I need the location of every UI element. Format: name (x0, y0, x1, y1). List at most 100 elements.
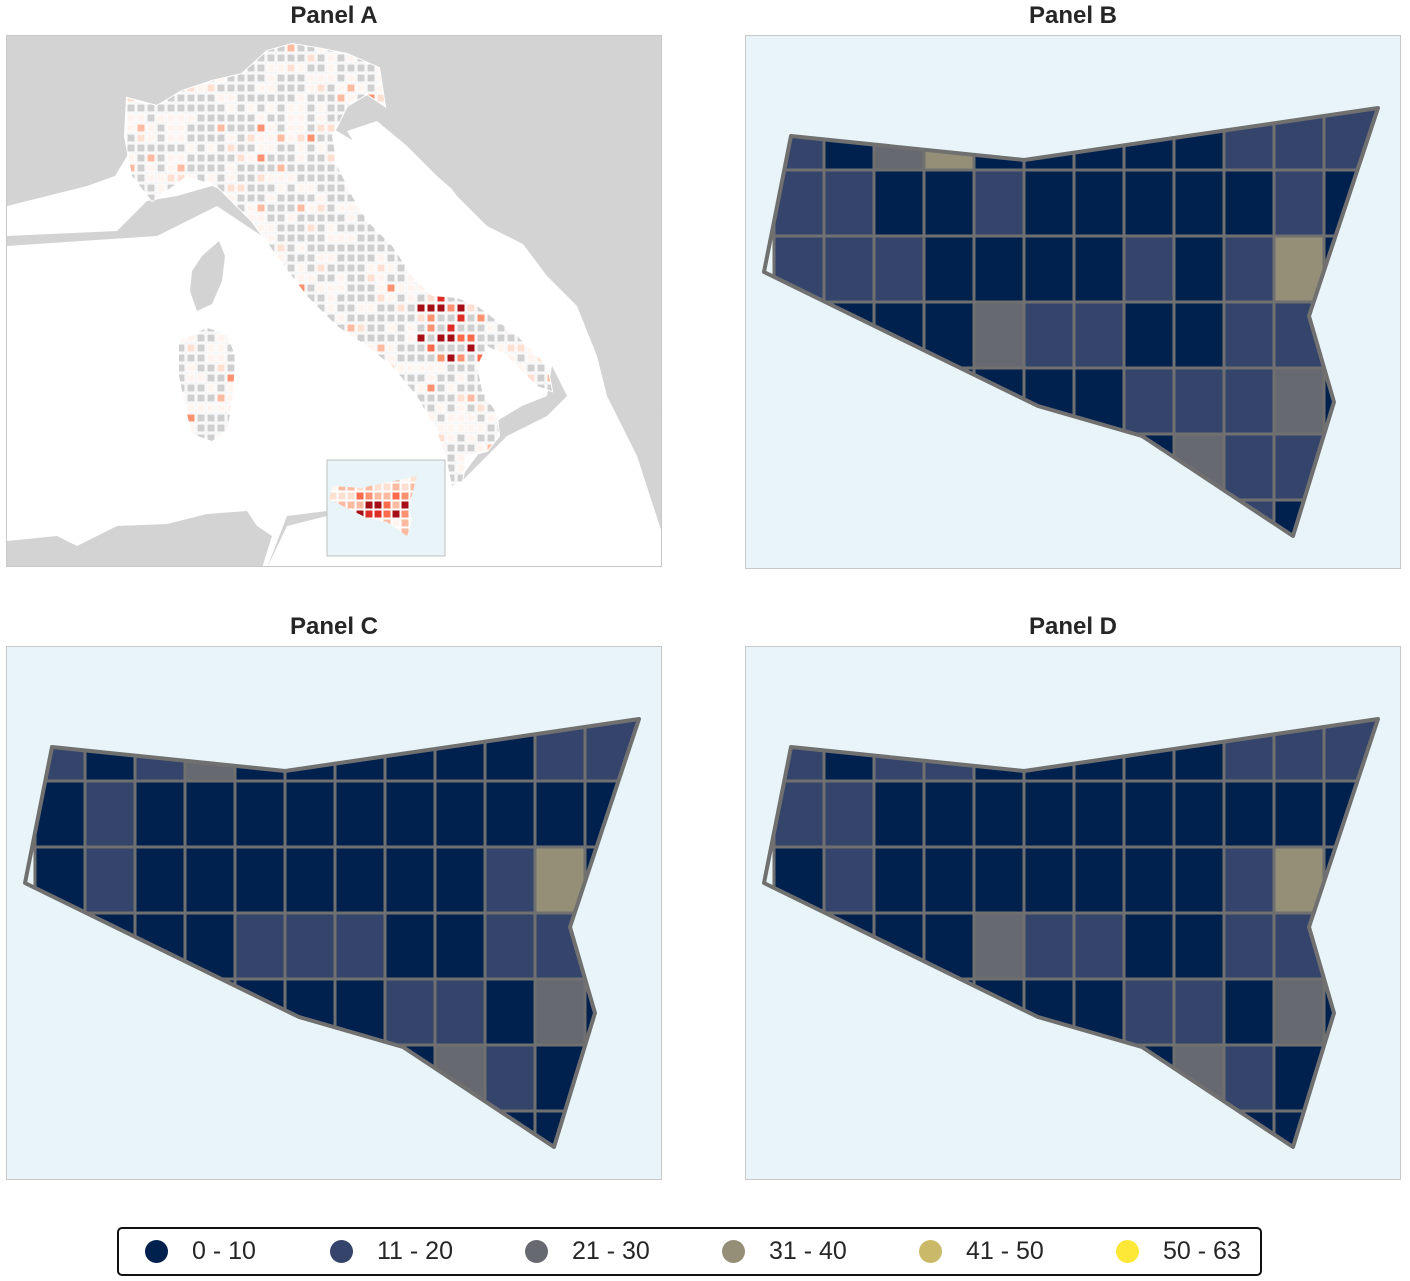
grid-cell (296, 93, 306, 103)
grid-cell (373, 500, 383, 510)
grid-cell (125, 143, 126, 153)
grid-cell (196, 44, 206, 53)
grid-cell (136, 103, 146, 113)
grid-cell (316, 143, 326, 153)
grid-cell (226, 173, 236, 183)
grid-cell (216, 63, 226, 73)
grid-cell (376, 273, 386, 283)
grid-cell (176, 143, 186, 153)
grid-cell (256, 193, 266, 203)
grid-cell (266, 203, 276, 213)
grid-cell (466, 303, 476, 313)
grid-cell (306, 273, 316, 283)
grid-cell (476, 413, 486, 423)
grid-cell (316, 203, 326, 213)
grid-cell (146, 133, 156, 143)
grid-cell (536, 363, 546, 373)
grid-cell (456, 413, 466, 423)
grid-cell (296, 273, 306, 283)
grid-cell (226, 163, 236, 173)
grid-cell (772, 845, 826, 915)
grid-cell (1172, 1043, 1226, 1113)
grid-cell (296, 183, 306, 193)
grid-cell (1322, 1043, 1378, 1113)
grid-cell (1322, 498, 1378, 536)
grid-cell (483, 845, 537, 915)
grid-cell (466, 443, 476, 453)
grid-cell (125, 153, 126, 163)
grid-cell (146, 223, 156, 233)
grid-cell (433, 719, 487, 783)
sicily-outline (762, 717, 1380, 1149)
grid-cell (216, 193, 226, 203)
grid-cell (391, 509, 401, 519)
grid-cell (1272, 168, 1326, 238)
grid-cell (1222, 498, 1276, 536)
grid-cell (772, 366, 826, 436)
grid-cell (355, 491, 365, 501)
grid-cell (872, 366, 926, 436)
grid-cell (466, 353, 476, 363)
grid-cell (326, 163, 336, 173)
grid-cell (416, 353, 426, 363)
legend-swatch-icon (330, 1240, 353, 1263)
grid-cell (233, 845, 287, 915)
grid-cell (196, 373, 206, 383)
grid-cell (183, 719, 237, 783)
grid-cell (364, 509, 374, 519)
grid-cell (286, 193, 296, 203)
grid-cell (126, 143, 136, 153)
grid-cell (386, 283, 396, 293)
grid-cell (196, 193, 206, 203)
grid-cell (136, 173, 146, 183)
grid-cell (346, 83, 356, 93)
grid-cell (316, 173, 326, 183)
grid-cell (436, 343, 446, 353)
grid-cell (346, 500, 356, 510)
grid-cell (1222, 1109, 1276, 1147)
grid-cell (872, 300, 926, 370)
legend-label: 31 - 40 (769, 1237, 847, 1265)
grid-cell (216, 133, 226, 143)
grid-cell (466, 343, 476, 353)
grid-cell (333, 845, 387, 915)
grid-cell (356, 44, 366, 53)
grid-cell (33, 1109, 87, 1147)
grid-cell (1222, 719, 1276, 783)
grid-cell (446, 303, 456, 313)
grid-cell (536, 373, 546, 383)
grid-cell (83, 1109, 137, 1147)
grid-cell (1022, 911, 1076, 981)
grid-cell (186, 363, 196, 373)
grid-cell (1322, 168, 1378, 238)
grid-cell (1022, 1043, 1076, 1113)
grid-cell (296, 263, 306, 273)
grid-cell (376, 343, 386, 353)
grid-cell (336, 73, 346, 83)
grid-cell (1022, 779, 1076, 849)
grid-cell (166, 143, 176, 153)
grid-cell (216, 153, 226, 163)
sicily-map-b (762, 106, 1380, 538)
grid-cell (433, 1109, 487, 1147)
grid-cell (176, 113, 186, 123)
grid-cell (266, 173, 276, 183)
grid-cell (396, 303, 406, 313)
grid-cell (216, 333, 226, 343)
grid-cell (286, 163, 296, 173)
grid-cell (436, 353, 446, 363)
grid-cell (156, 133, 166, 143)
grid-cell (266, 123, 276, 133)
grid-cell (476, 343, 486, 353)
grid-cell (336, 93, 346, 103)
grid-cell (466, 333, 476, 343)
grid-cell (316, 293, 326, 303)
grid-cell (426, 353, 436, 363)
grid-cell (226, 363, 236, 373)
grid-cell (483, 1109, 537, 1147)
grid-cell (206, 173, 216, 183)
grid-cell (125, 133, 126, 143)
grid-cell (136, 83, 146, 93)
grid-cell (125, 63, 126, 73)
grid-cell (1222, 432, 1276, 502)
